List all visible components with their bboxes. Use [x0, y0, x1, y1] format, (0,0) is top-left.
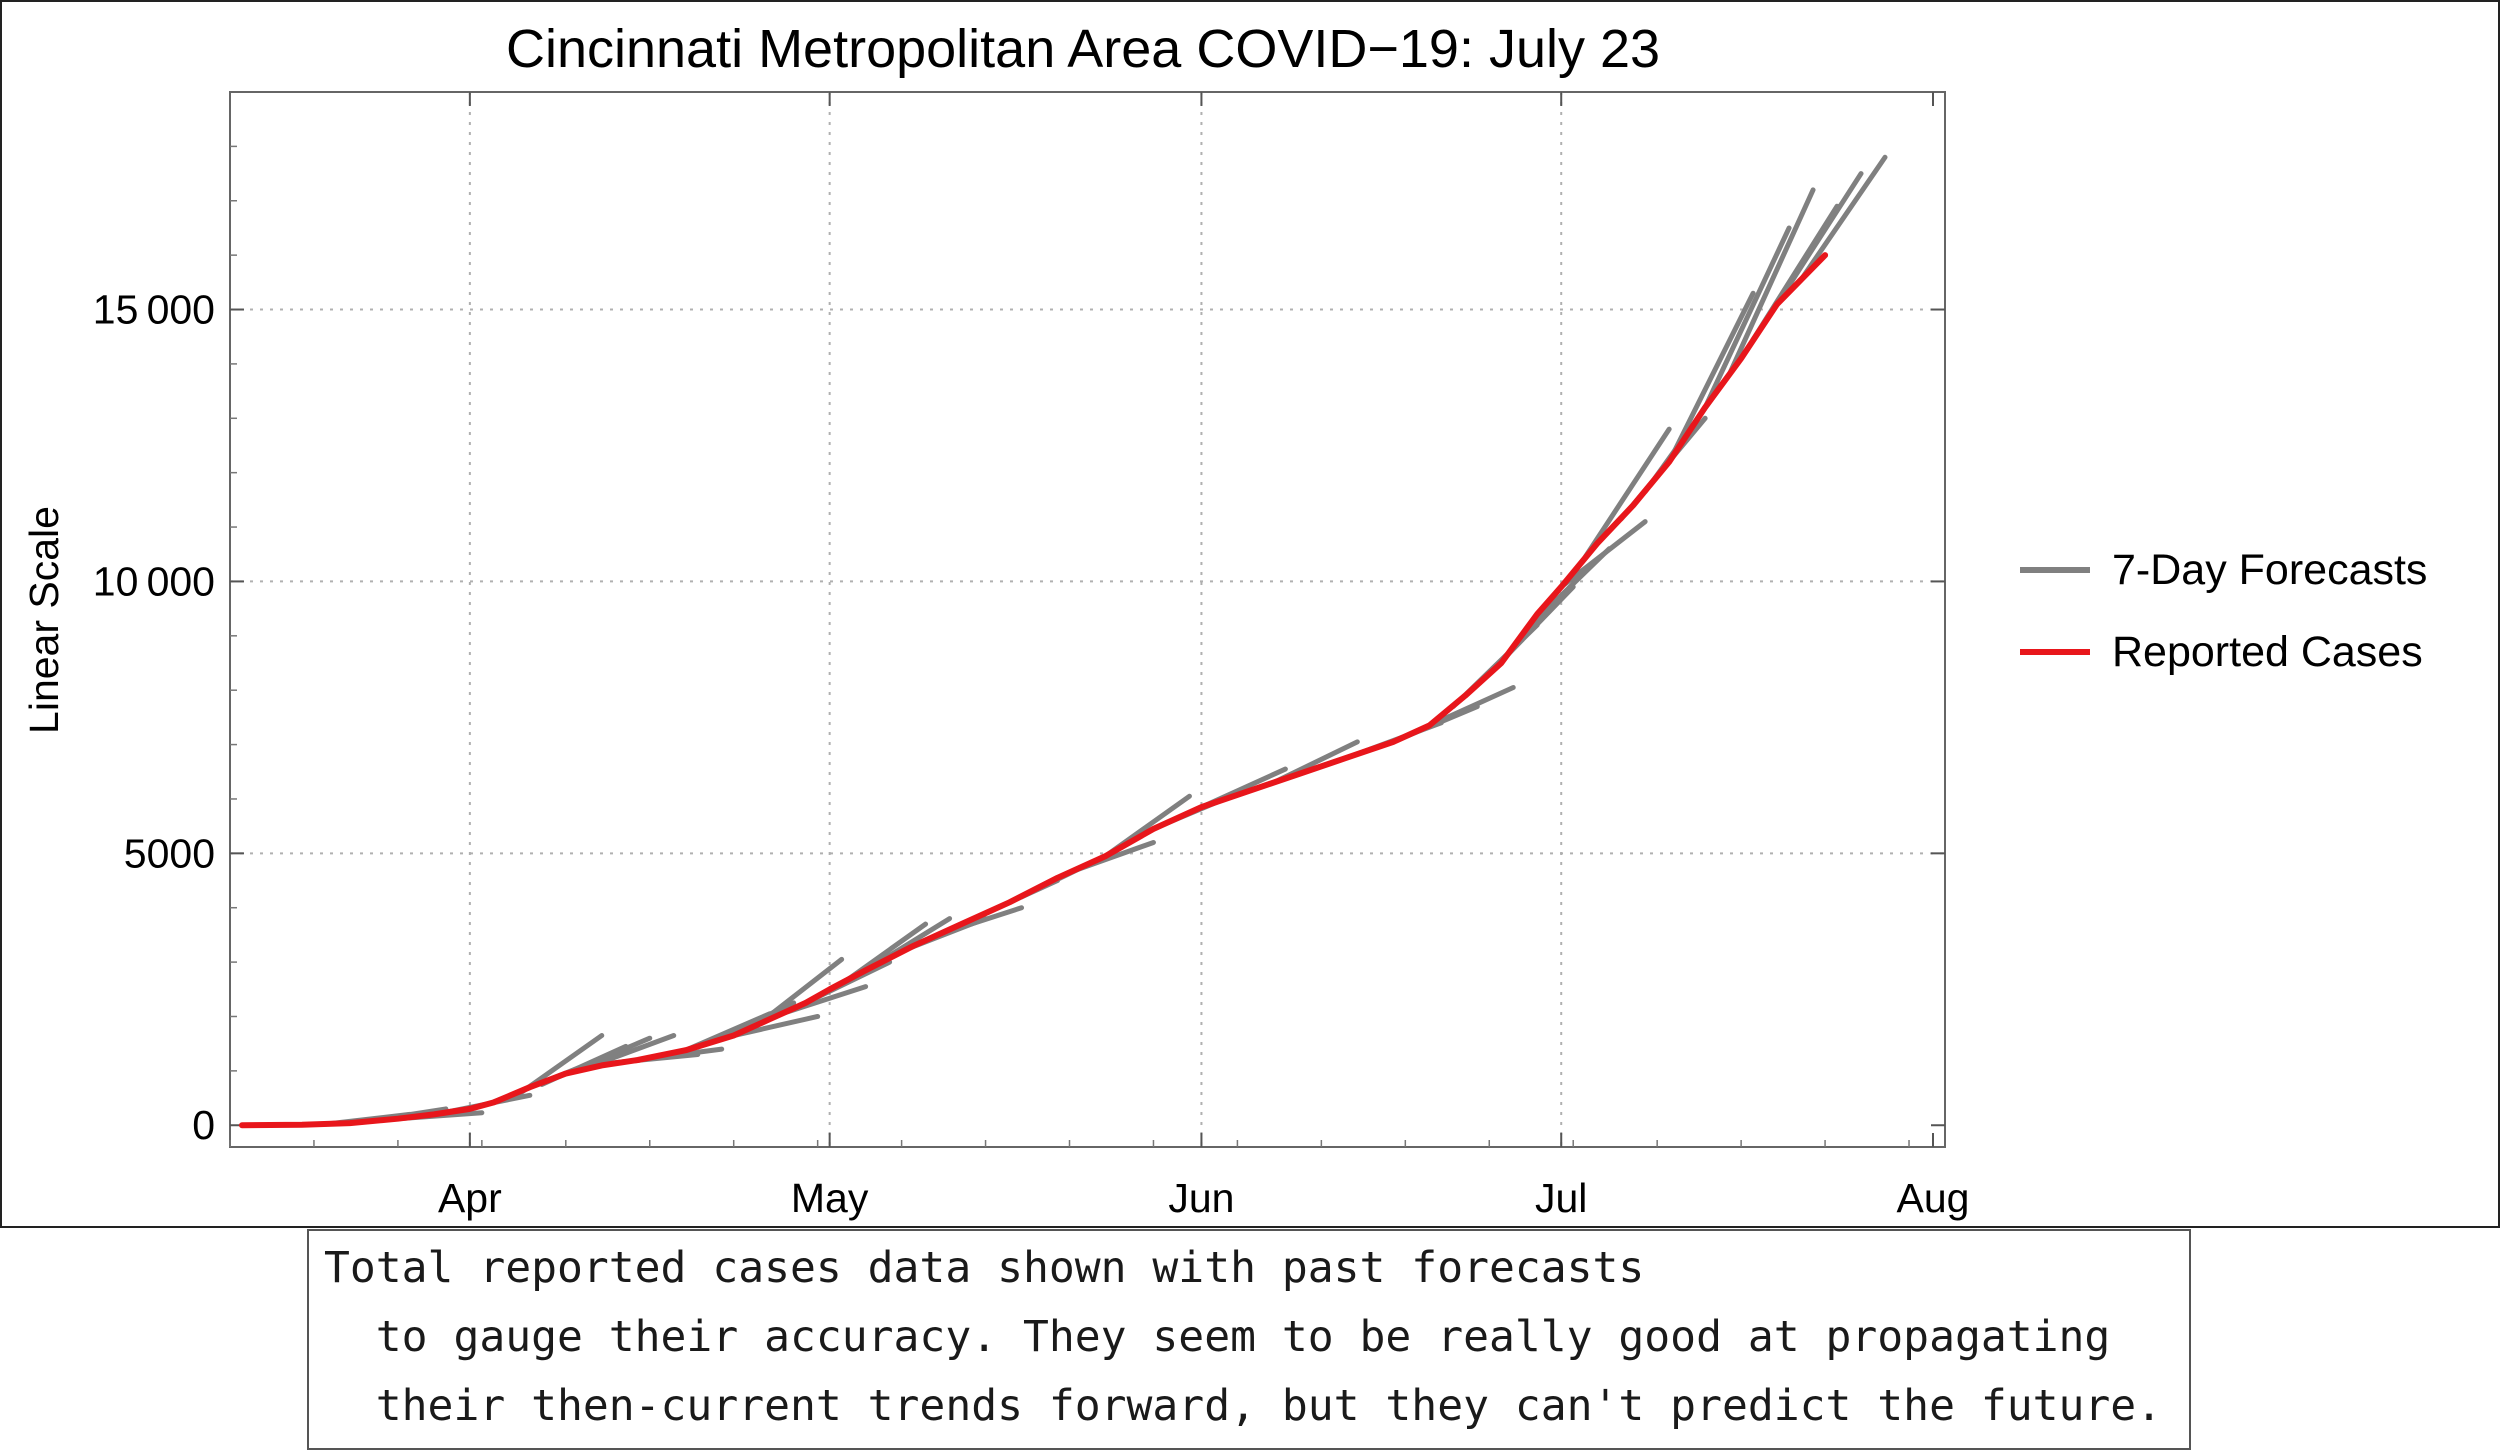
y-axis-label: Linear Scale [21, 506, 67, 734]
y-tick-labels: 0 5000 10 000 15 000 [93, 287, 215, 1149]
forecast-segment [1558, 519, 1648, 590]
y-tick-label: 5000 [124, 830, 215, 876]
forecast-segment [1666, 290, 1756, 465]
forecast-segment [1774, 171, 1864, 307]
x-tick-label: Apr [438, 1175, 502, 1221]
y-tick-label: 10 000 [93, 558, 215, 604]
legend: 7-Day Forecasts Reported Cases [2020, 546, 2427, 676]
forecast-segment [1426, 684, 1516, 729]
forecast-segment [1798, 154, 1888, 283]
legend-label-forecasts: 7-Day Forecasts [2112, 546, 2427, 594]
caption-line-3: their then-current trends forward, but t… [324, 1381, 2163, 1431]
forecast-segment [587, 1033, 677, 1070]
forecast-segment [1702, 225, 1792, 410]
axis-ticks [229, 92, 1945, 1147]
x-tick-label: Jul [1535, 1175, 1587, 1221]
y-tick-label: 0 [192, 1102, 215, 1148]
x-tick-label: Jun [1168, 1175, 1234, 1221]
forecast-segment [1582, 426, 1672, 560]
plot-area [229, 91, 1946, 1148]
chart-title: Cincinnati Metropolitan Area COVID−19: J… [506, 19, 1660, 79]
forecast-segment [1726, 187, 1816, 378]
x-tick-label: May [791, 1175, 869, 1221]
forecast-segment [755, 956, 845, 1028]
x-tick-labels: Apr May Jun Jul Aug [438, 1175, 1970, 1221]
chart-frame [0, 0, 2500, 1228]
reported-line [239, 252, 1829, 1129]
y-tick-label: 15 000 [93, 287, 215, 333]
caption-line-2: to gauge their accuracy. They seem to be… [324, 1312, 2111, 1362]
chart: Cincinnati Metropolitan Area COVID−19: J… [0, 0, 2500, 1228]
reported-cases-line [239, 252, 1829, 1129]
legend-label-reported: Reported Cases [2112, 628, 2423, 676]
caption-box: Total reported cases data shown with pas… [307, 1229, 2191, 1450]
x-tick-label: Aug [1897, 1175, 1970, 1221]
caption-line-1: Total reported cases data shown with pas… [324, 1243, 1645, 1293]
